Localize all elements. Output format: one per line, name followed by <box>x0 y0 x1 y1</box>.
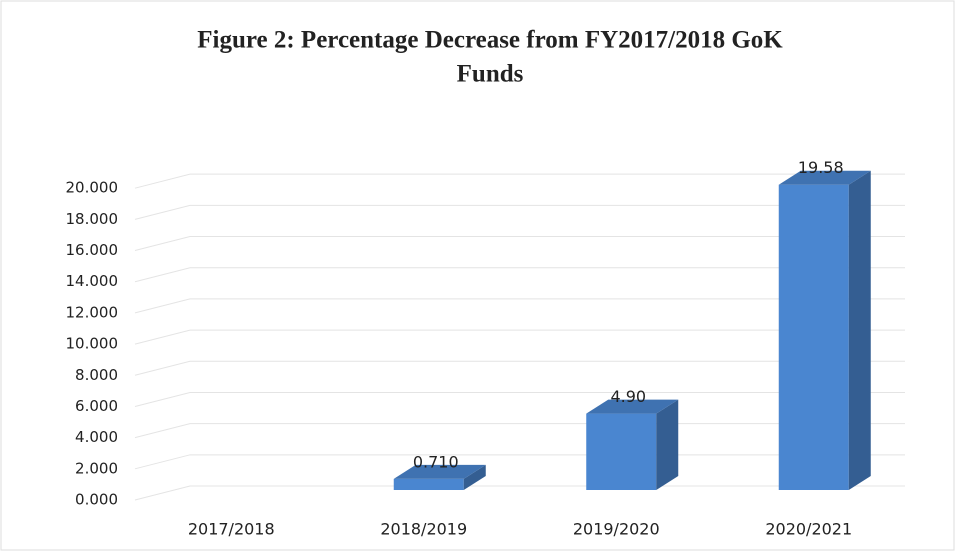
bar <box>586 399 679 490</box>
bar-face <box>393 478 464 490</box>
y-tick-label: 20.000 <box>66 179 119 197</box>
bar-face <box>778 184 849 491</box>
chart-title: Figure 2: Percentage Decrease from FY201… <box>197 27 783 54</box>
y-tick-label: 12.000 <box>66 303 119 321</box>
bar-face <box>463 464 486 490</box>
bar <box>778 170 871 491</box>
grid-line <box>134 267 905 283</box>
grid-line <box>134 173 905 189</box>
grid-line <box>134 329 905 345</box>
x-tick-label: 2018/2019 <box>380 520 467 539</box>
y-tick-label: 6.000 <box>75 397 118 415</box>
y-tick-label: 16.000 <box>66 241 119 259</box>
y-tick-label: 18.000 <box>66 210 119 228</box>
grid-line <box>134 236 905 252</box>
y-tick-label: 0.000 <box>75 491 118 509</box>
bar-face <box>778 170 871 185</box>
x-tick-label: 2017/2018 <box>188 520 275 539</box>
grid-line <box>134 204 905 220</box>
chart-title-line2: Funds <box>457 61 524 88</box>
x-tick-label: 2019/2020 <box>573 520 660 539</box>
y-tick-label: 4.000 <box>75 428 118 446</box>
x-tick-label: 2020/2021 <box>765 520 852 539</box>
value-label: 19.58 <box>798 158 844 177</box>
value-label: 0.710 <box>413 452 459 471</box>
grid-line <box>134 485 905 501</box>
grid-line <box>134 391 905 407</box>
bar-face <box>586 399 679 414</box>
grid-line <box>134 360 905 376</box>
bar-face <box>656 399 679 490</box>
y-tick-label: 2.000 <box>75 459 118 477</box>
bar <box>393 464 486 490</box>
bar-face <box>586 413 657 490</box>
value-label: 4.90 <box>610 387 646 406</box>
y-tick-label: 14.000 <box>66 272 119 290</box>
grid-line <box>134 298 905 314</box>
y-tick-label: 10.000 <box>66 335 119 353</box>
y-tick-label: 8.000 <box>75 366 118 384</box>
bar-face <box>393 464 486 479</box>
bar-face <box>848 170 871 491</box>
